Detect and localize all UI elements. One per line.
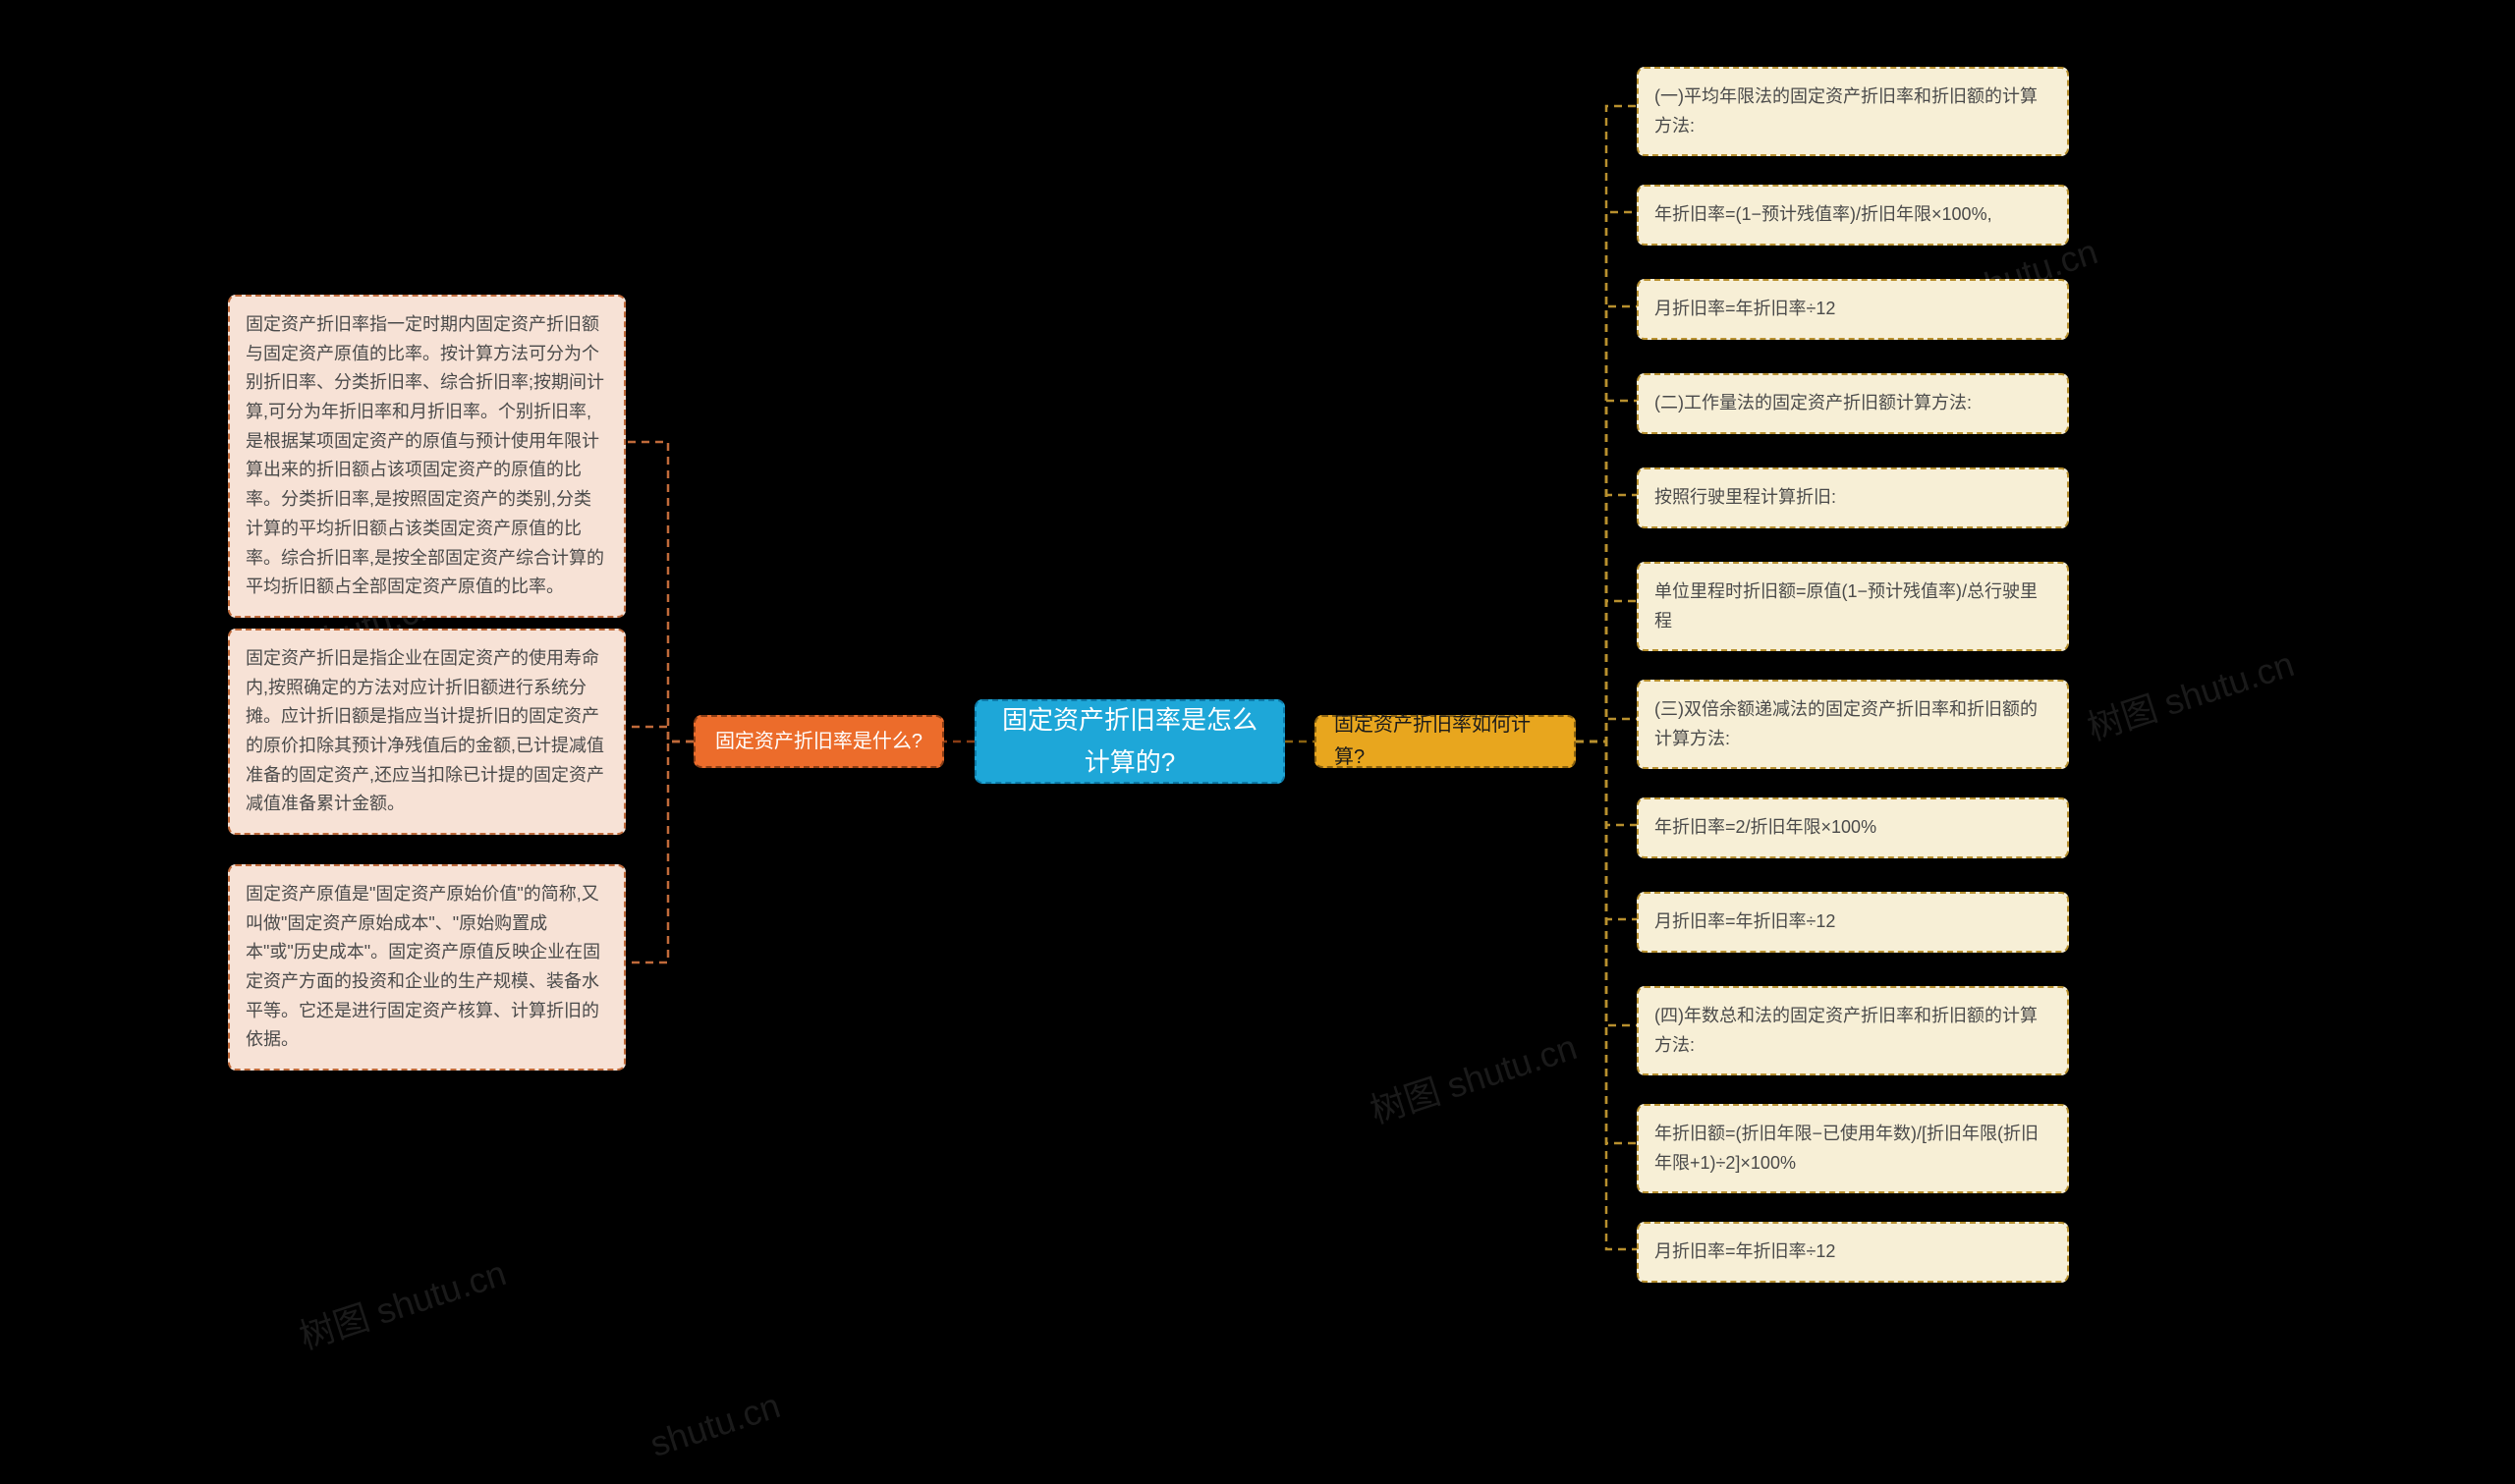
left-topic-node[interactable]: 固定资产折旧率是什么? (694, 715, 944, 768)
right-leaf-node[interactable]: 月折旧率=年折旧率÷12 (1637, 279, 2069, 340)
watermark: 树图 shutu.cn (292, 1245, 511, 1360)
right-leaf-node[interactable]: (二)工作量法的固定资产折旧额计算方法: (1637, 373, 2069, 434)
left-leaf-node[interactable]: 固定资产折旧是指企业在固定资产的使用寿命内,按照确定的方法对应计折旧额进行系统分… (228, 629, 626, 835)
right-leaf-node[interactable]: 单位里程时折旧额=原值(1−预计残值率)/总行驶里程 (1637, 562, 2069, 651)
mindmap-canvas: 树图 shutu.cn 树图 shutu.cn shutu.cn 树图 shut… (0, 0, 2515, 1484)
right-leaf-node[interactable]: 年折旧率=(1−预计残值率)/折旧年限×100%, (1637, 185, 2069, 246)
right-leaf-node[interactable]: (三)双倍余额递减法的固定资产折旧率和折旧额的计算方法: (1637, 680, 2069, 769)
watermark: shutu.cn (645, 1385, 785, 1465)
watermark: 树图 shutu.cn (2080, 636, 2299, 751)
right-leaf-node[interactable]: 年折旧率=2/折旧年限×100% (1637, 797, 2069, 858)
right-leaf-node[interactable]: (四)年数总和法的固定资产折旧率和折旧额的计算方法: (1637, 986, 2069, 1075)
right-topic-node[interactable]: 固定资产折旧率如何计算? (1314, 715, 1576, 768)
right-leaf-node[interactable]: 年折旧额=(折旧年限−已使用年数)/[折旧年限(折旧年限+1)÷2]×100% (1637, 1104, 2069, 1193)
right-leaf-node[interactable]: (一)平均年限法的固定资产折旧率和折旧额的计算方法: (1637, 67, 2069, 156)
left-leaf-node[interactable]: 固定资产折旧率指一定时期内固定资产折旧额与固定资产原值的比率。按计算方法可分为个… (228, 295, 626, 618)
right-leaf-node[interactable]: 月折旧率=年折旧率÷12 (1637, 892, 2069, 953)
right-leaf-node[interactable]: 按照行驶里程计算折旧: (1637, 467, 2069, 528)
center-node[interactable]: 固定资产折旧率是怎么计算的? (975, 699, 1285, 784)
right-leaf-node[interactable]: 月折旧率=年折旧率÷12 (1637, 1222, 2069, 1283)
watermark: 树图 shutu.cn (1363, 1019, 1582, 1134)
left-leaf-node[interactable]: 固定资产原值是"固定资产原始价值"的简称,又叫做"固定资产原始成本"、"原始购置… (228, 864, 626, 1071)
